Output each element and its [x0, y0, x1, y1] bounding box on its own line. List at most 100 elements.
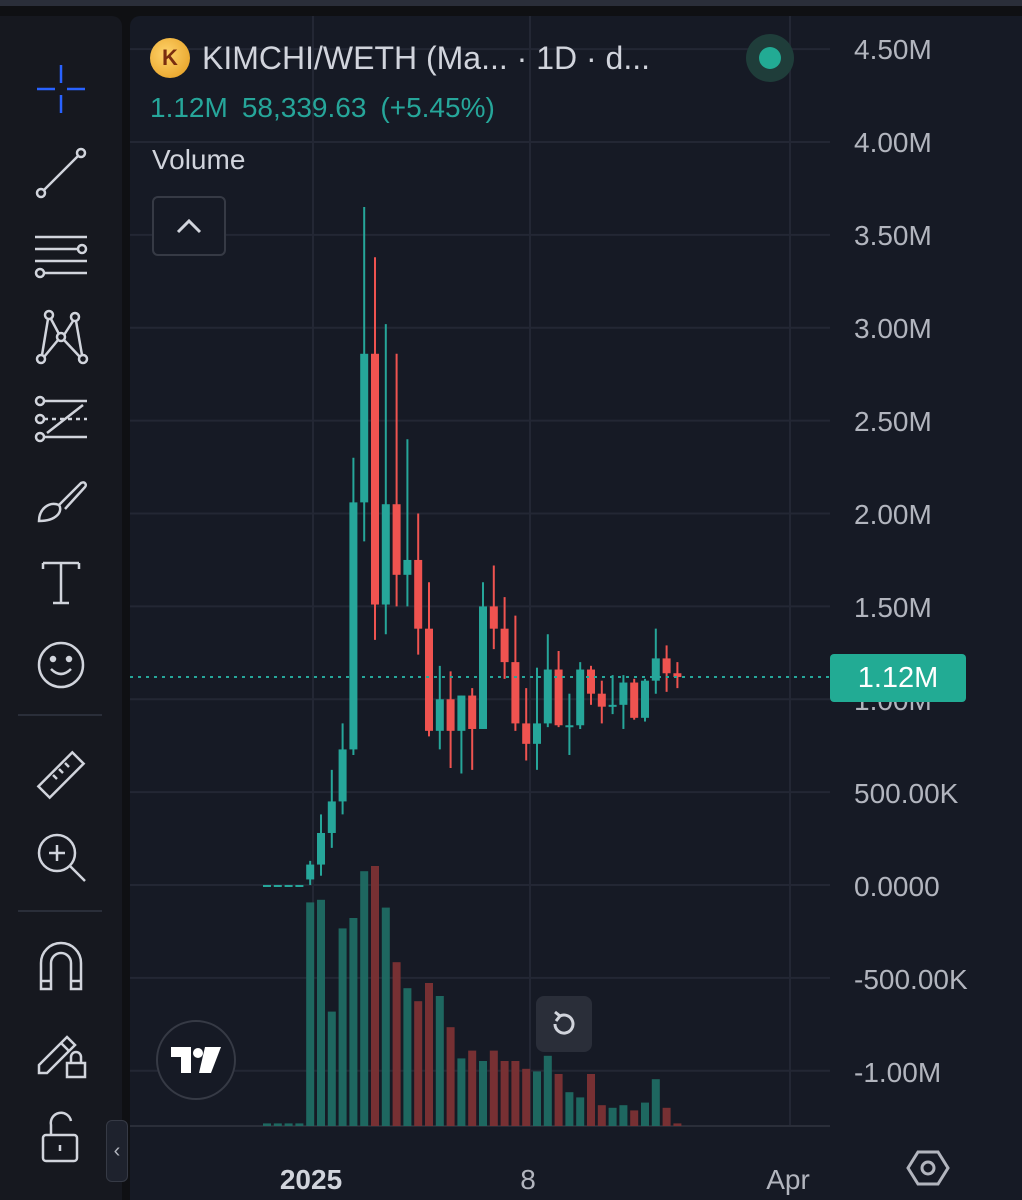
candle-body [403, 559, 412, 575]
price-tick: 2.50M [854, 406, 932, 437]
volume-bar [435, 996, 444, 1126]
toolbar-separator [18, 714, 102, 716]
volume-bar [295, 1123, 304, 1126]
toolbar-separator [18, 910, 102, 912]
trend-line-tool[interactable] [20, 138, 102, 208]
volume-bar [392, 962, 401, 1126]
lock-drawing-tool[interactable] [20, 1016, 102, 1086]
volume-bar [414, 1001, 423, 1126]
emoji-icon [37, 641, 85, 689]
price-tick: 4.00M [854, 127, 932, 158]
brush-tool[interactable] [20, 466, 102, 536]
pattern-tool[interactable] [20, 302, 102, 372]
volume-bar [533, 1071, 541, 1126]
volume-bar [338, 928, 347, 1126]
ruler-tool[interactable] [20, 740, 102, 810]
candle-body [673, 673, 682, 677]
candle-body [392, 504, 401, 575]
time-label-day: 8 [520, 1164, 536, 1195]
reset-chart-button[interactable] [536, 996, 592, 1052]
crosshair-icon [37, 65, 85, 113]
price-tick: -500.00K [854, 964, 968, 995]
volume-bar [489, 1050, 498, 1126]
change-percent: (+5.45%) [380, 92, 495, 123]
chart-legend: K KIMCHI/WETH (Ma... · 1D · d... 1.12M 58… [150, 38, 650, 124]
candle-body [317, 832, 325, 865]
price-tick: 0.0000 [854, 871, 940, 902]
candle-body [435, 699, 444, 731]
volume-bar [306, 902, 315, 1126]
unlock-tool[interactable] [20, 1102, 102, 1172]
candle-body [295, 885, 304, 887]
volume-bar [630, 1110, 639, 1126]
magnet-tool[interactable] [20, 932, 102, 1002]
volume-bar [381, 907, 390, 1126]
collapse-legend-button[interactable] [152, 196, 226, 256]
volume-bar [673, 1123, 682, 1126]
fib-retracement-icon [34, 235, 88, 279]
token-logo: K [150, 38, 190, 78]
magnet-icon [39, 941, 83, 991]
volume-bar [457, 1058, 466, 1126]
toolbar-collapse-handle[interactable]: ‹ [106, 1120, 128, 1182]
candle-body [576, 669, 585, 726]
legend-values: 1.12M 58,339.63 (+5.45%) [150, 92, 650, 124]
candle-body [522, 723, 531, 744]
candle-body [587, 669, 595, 694]
zoom-in-icon [37, 833, 86, 882]
volume-bar [662, 1107, 671, 1126]
tradingview-logo[interactable] [156, 1020, 236, 1100]
volume-bar [327, 1011, 336, 1126]
candle-body [425, 628, 433, 731]
settings-icon[interactable] [906, 1146, 950, 1190]
fib-retracement-tool[interactable] [20, 220, 102, 290]
price-tick: 1.50M [854, 592, 932, 623]
price-tick: -1.00M [854, 1057, 942, 1088]
current-price-tag: 1.12M [830, 654, 966, 702]
candle-body [446, 699, 455, 731]
zoom-in-tool[interactable] [20, 822, 102, 892]
prediction-tool[interactable] [20, 384, 102, 454]
time-label-year: 2025 [279, 1164, 343, 1195]
candle-body [468, 695, 477, 729]
price-scale[interactable]: 4.50M 4.00M 3.50M 3.00M 2.50M 2.00M 1.50… [830, 16, 1022, 1136]
volume-bar [576, 1097, 585, 1126]
volume-bar [360, 871, 369, 1126]
candle-body [479, 606, 487, 729]
candle-body [489, 606, 498, 629]
price-tick: 500.00K [854, 778, 959, 809]
volume-bar [608, 1107, 617, 1126]
candle-body [263, 885, 271, 887]
volume-bar [651, 1079, 660, 1126]
candle-body [414, 559, 423, 629]
text-icon [41, 561, 81, 605]
volume-bar [284, 1123, 293, 1126]
volume-bar [371, 866, 379, 1126]
volume-bar [619, 1105, 628, 1126]
candle-body [554, 669, 563, 726]
volume-bar [468, 1050, 477, 1126]
volume-bar [317, 899, 325, 1126]
candle-body [306, 864, 315, 880]
candle-body [327, 801, 336, 833]
symbol-title[interactable]: KIMCHI/WETH (Ma... · 1D · d... [202, 39, 651, 76]
text-tool[interactable] [20, 548, 102, 618]
candle-body [641, 680, 649, 718]
candle-body [597, 693, 606, 707]
pattern-icon [35, 309, 89, 365]
volume-legend[interactable]: Volume [152, 144, 246, 175]
candle-body [500, 628, 509, 663]
candle-body [619, 682, 628, 705]
crosshair-tool[interactable] [20, 54, 102, 124]
chart-canvas[interactable] [130, 16, 1022, 1200]
emoji-tool[interactable] [20, 630, 102, 700]
candle-body [630, 682, 639, 718]
top-border [0, 0, 1022, 6]
candle-body [608, 704, 617, 707]
ruler-icon [36, 750, 86, 800]
brush-icon [37, 481, 88, 523]
drawing-toolbar: ‹ [0, 16, 128, 1200]
prediction-icon [34, 395, 87, 443]
volume-bar [446, 1027, 455, 1126]
market-status-indicator[interactable] [746, 34, 794, 82]
